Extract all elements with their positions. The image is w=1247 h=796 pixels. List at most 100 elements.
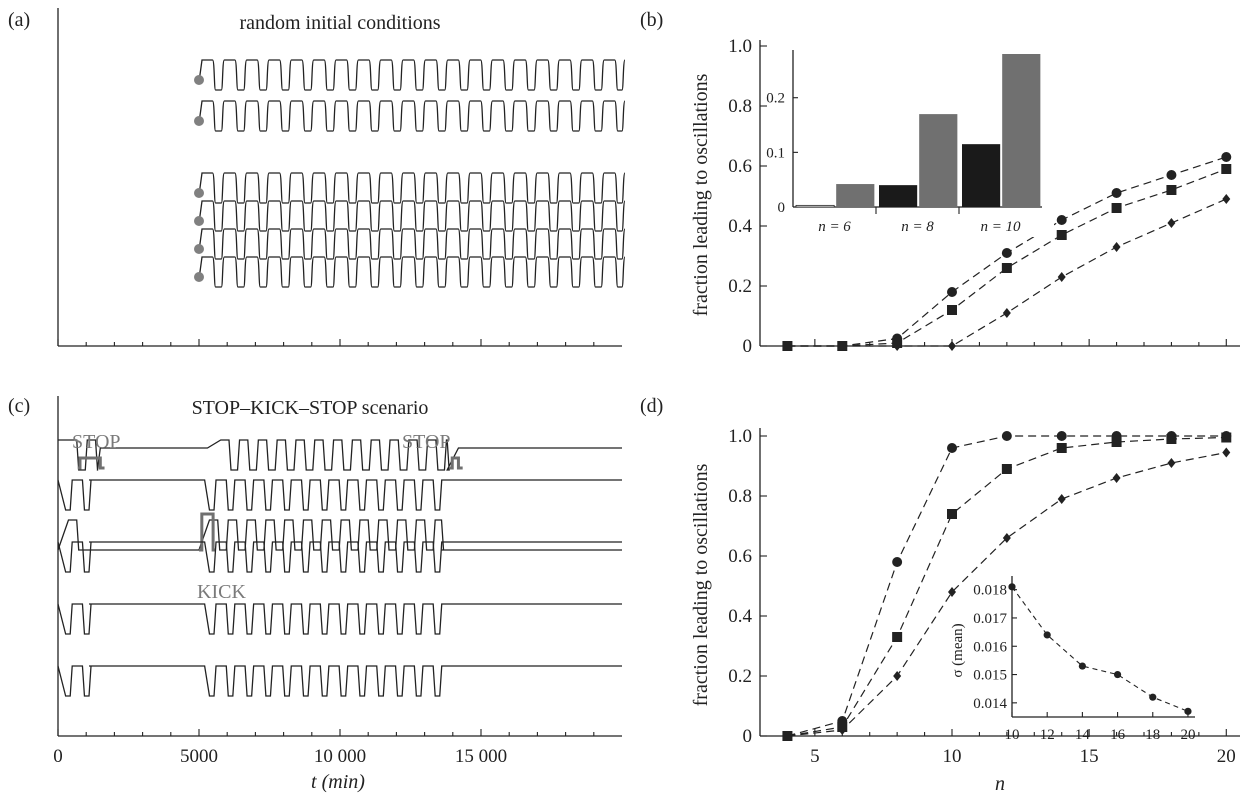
panel-b-square-point	[1056, 230, 1067, 240]
panel-b-y-tick-label: 0	[743, 336, 753, 357]
panel-d-square-point	[947, 509, 957, 519]
panel-b-square-point	[1166, 185, 1177, 195]
panel-b-series	[782, 152, 1232, 351]
panel-d-square-point	[892, 632, 903, 642]
panel-c-x-tick-label: 10 000	[314, 746, 366, 767]
panel-c-x-label: t (min)	[311, 771, 365, 793]
panel-b-inset-bar	[962, 144, 1001, 207]
panel-b-y-tick-label: 0.2	[728, 276, 752, 297]
panel-b-square-point	[1221, 164, 1232, 174]
panel-d-inset-x-tick-label: 16	[1110, 727, 1126, 743]
panel-d-inset-point	[1184, 707, 1192, 715]
panel-a-label: (a)	[8, 9, 30, 31]
panel-b-circle-point	[1056, 215, 1067, 225]
panel-c-stop-pulse	[449, 456, 463, 470]
panel-b-inset-bar	[836, 184, 875, 207]
panel-d-diamond-point	[948, 587, 956, 597]
panel-c-annotation-stop-2: STOP	[402, 431, 451, 453]
panel-a-trace	[198, 172, 626, 204]
panel-a-trace	[198, 256, 626, 288]
panel-d-diamond-point	[1222, 447, 1231, 458]
panel-c-trace-oscillator	[57, 541, 622, 573]
panel-b-y-tick-label: 0.6	[728, 156, 752, 177]
panel-d-square-point	[1001, 464, 1012, 474]
panel-a-trace	[198, 100, 626, 132]
panel-d-circle-point	[947, 443, 957, 453]
panel-b-y-label: fraction leading to oscillations	[690, 73, 712, 316]
panel-d-diamond-point	[783, 731, 792, 741]
panel-a-title: random initial conditions	[239, 12, 440, 34]
panel-d-y-label: fraction leading to oscillations	[690, 463, 712, 706]
panel-c-trace-stop-kick-stop	[58, 439, 622, 471]
panel-b-diamond-point	[838, 341, 847, 351]
panel-d-inset-x-tick-label: 12	[1040, 727, 1055, 743]
panel-c-trace-oscillator	[57, 603, 622, 635]
panel-b-diamond-point	[948, 341, 956, 351]
panel-b-y-tick-label: 0.8	[728, 96, 752, 117]
panel-d-circle-point	[1056, 431, 1067, 441]
panel-b-square-point	[947, 305, 957, 315]
panel-d-inset-x-tick-label: 14	[1075, 727, 1091, 743]
panel-d-inset-y-tick-label: 0.015	[973, 668, 1007, 684]
panel-b-circle-point	[947, 287, 957, 297]
panel-d-inset-y-label: σ (mean)	[950, 623, 966, 677]
panel-d-diamond-point	[1002, 533, 1011, 543]
panel-c-title: STOP–KICK–STOP scenario	[192, 397, 429, 419]
panel-b-y-tick-label: 0.4	[728, 216, 752, 237]
panel-a-x-ticks	[57, 339, 595, 346]
panel-b-inset-y-tick-label: 0.2	[766, 91, 785, 107]
panel-a-initial-condition-marker	[194, 188, 204, 198]
panel-d-y-tick-label: 1.0	[728, 426, 752, 447]
panel-b-inset-group-label: n = 10	[980, 219, 1021, 235]
panel-c-annotation-kick: KICK	[197, 581, 246, 603]
panel-a-initial-condition-marker	[194, 75, 204, 85]
panel-b: (b) fraction leading to oscillations 0 0.…	[640, 9, 1240, 357]
panel-b-diamond-point	[1002, 308, 1011, 318]
panel-a-initial-condition-marker	[194, 116, 204, 126]
panel-b-inset-bar	[919, 114, 958, 207]
panel-b-inset-y-tick-label: 0.1	[766, 145, 785, 161]
panel-d-inset-point	[1113, 670, 1122, 679]
panel-d-ticks: 0 0.2 0.4 0.6 0.8 1.0 5 10 15 20	[728, 426, 1236, 767]
panel-d-inset-line	[1011, 586, 1189, 712]
panel-d-inset-x-tick-label: 10	[1005, 727, 1020, 743]
panel-b-diamond-point	[1112, 242, 1121, 252]
panel-b-inset-bar	[1002, 54, 1041, 207]
panel-d-x-label: n	[995, 773, 1005, 795]
panel-d-inset: 0.014 0.015 0.016 0.017 0.018 10 12 14 16 18 20 σ (…	[950, 576, 1195, 743]
panel-d-square-point	[1221, 432, 1232, 443]
panel-d-inset-point	[1008, 583, 1016, 591]
panel-d-inset-y-tick-label: 0.018	[973, 583, 1007, 599]
panel-d-inset-y-tick-label: 0.014	[973, 696, 1007, 712]
panel-c-annotation-stop-1: STOP	[72, 431, 121, 453]
panel-b-diamond-point	[893, 341, 902, 351]
panel-d-inset-y-tick-label: 0.016	[973, 639, 1007, 655]
panel-c-x-tick-label: 15 000	[455, 746, 507, 767]
panel-d-inset-point	[1149, 693, 1157, 701]
panel-b-inset-group-label: n = 6	[818, 219, 851, 235]
panel-d-diamond-point	[838, 725, 847, 735]
panel-d-circle-point	[892, 557, 903, 567]
panel-d-square-point	[1056, 443, 1067, 453]
panel-a-initial-condition-marker	[194, 216, 204, 226]
panel-b-inset-y-tick-label: 0	[778, 200, 786, 216]
panel-a-trace	[198, 59, 626, 91]
panel-b-series-square-line	[787, 168, 1227, 347]
panel-d-y-tick-label: 0.4	[728, 606, 752, 627]
panel-c-stop-pulse	[77, 456, 105, 470]
panel-c-label: (c)	[8, 395, 30, 417]
panel-b-ticks: 0 0.2 0.4 0.6 0.8 1.0	[728, 36, 1227, 357]
panel-b-diamond-point	[783, 341, 792, 351]
panel-d-series-diamond-line	[787, 451, 1227, 737]
panel-d-label: (d)	[640, 395, 663, 417]
panel-d-inset-point	[1078, 662, 1086, 670]
panel-b-diamond-point	[1057, 272, 1066, 282]
panel-b-circle-point	[1111, 188, 1122, 198]
panel-d-x-tick-label: 5	[810, 746, 820, 767]
panel-d: (d) fraction leading to oscillations n 0…	[640, 395, 1240, 795]
panel-a: (a) random initial conditions	[8, 8, 626, 347]
panel-c-traces	[57, 439, 622, 697]
panel-b-inset: 0 0.1 0.2 n = 6 n = 8 n = 10	[766, 46, 1054, 237]
panel-b-circle-point	[1221, 152, 1232, 162]
